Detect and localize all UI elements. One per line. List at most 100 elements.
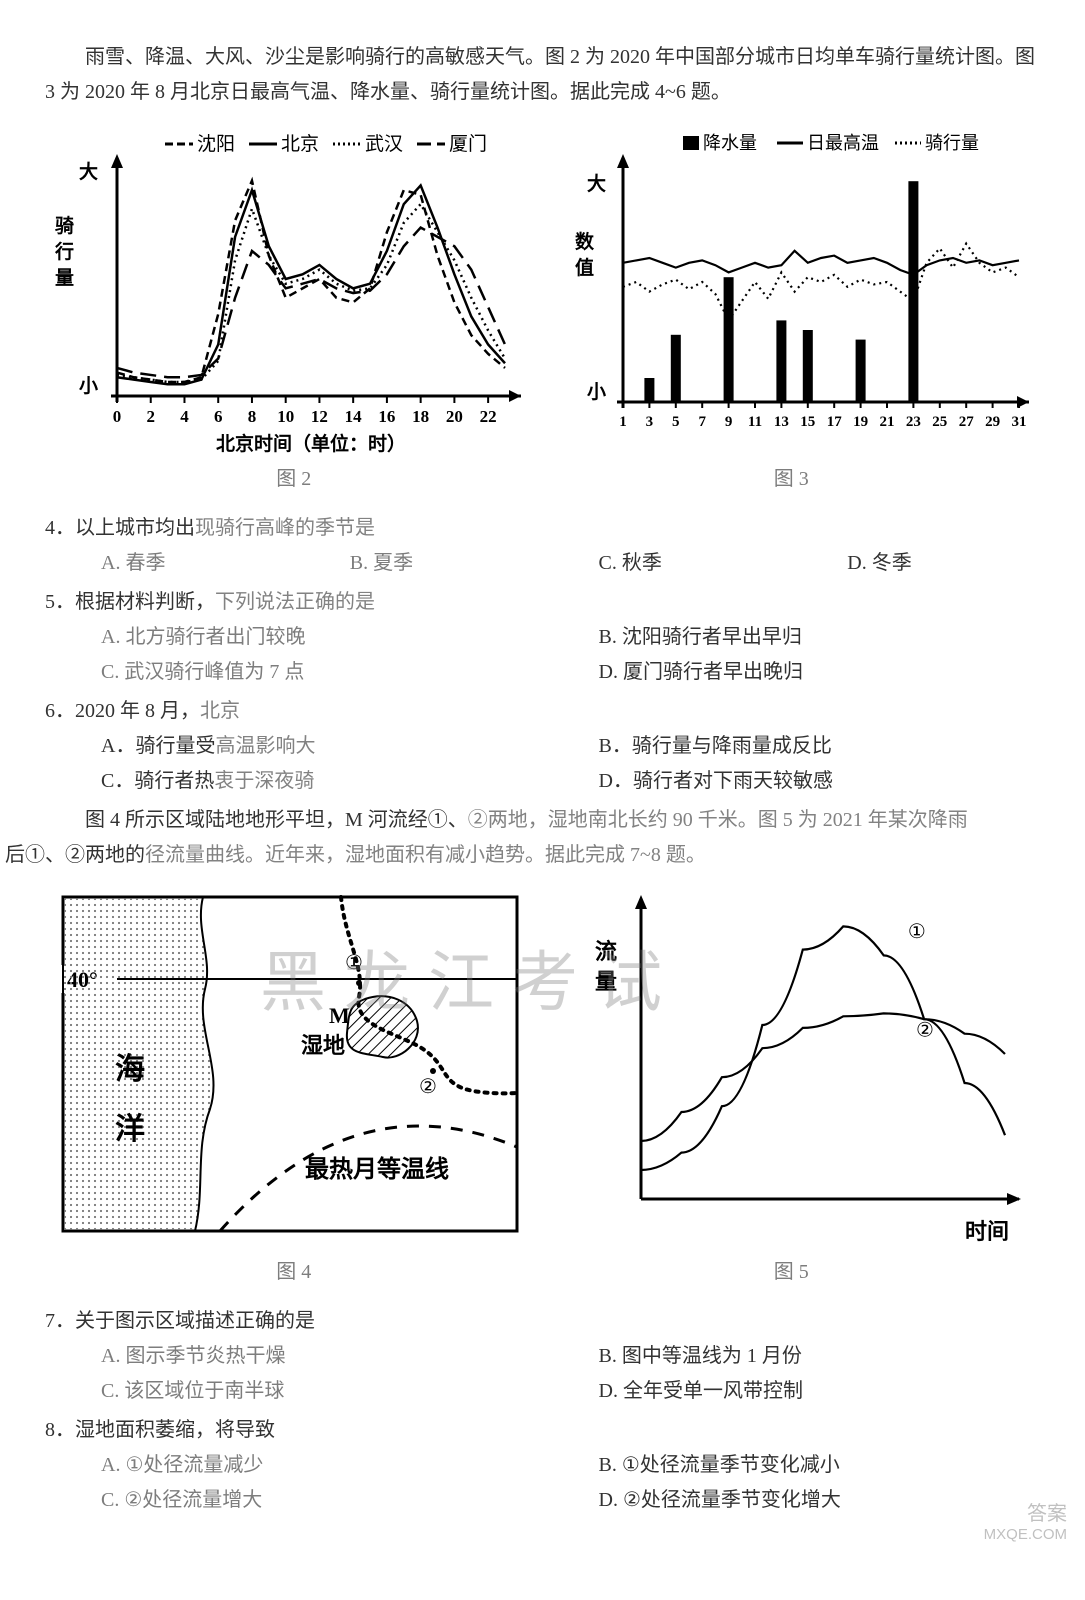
corner-mark: 答案 MXQE.COM [984,1502,1067,1544]
svg-text:27: 27 [958,414,974,430]
caption-4: 图 4 [45,1255,543,1290]
q4-opt-b: B. 夏季 [294,546,543,581]
question-8: 8．湿地面积萎缩，将导致 [45,1413,1040,1448]
chart-2: 沈阳北京武汉厦门大骑行量小0246810121416182022北京时间（单位：… [45,126,525,456]
svg-text:值: 值 [575,256,594,279]
svg-text:北京时间（单位：时）: 北京时间（单位：时） [216,432,406,455]
q6-opt-b: B．骑行量与降雨量成反比 [543,729,1041,764]
q5-opt-b: B. 沈阳骑行者早出早归 [543,620,1041,655]
svg-text:大: 大 [587,172,606,195]
svg-text:17: 17 [826,414,842,430]
svg-text:大: 大 [79,160,98,183]
svg-text:14: 14 [345,407,363,426]
q5-opt-a: A. 北方骑行者出门较晚 [45,620,543,655]
svg-text:22: 22 [480,407,497,426]
q7-options: A. 图示季节炎热干燥 B. 图中等温线为 1 月份 C. 该区域位于南半球 D… [45,1339,1040,1409]
charts-row-1: 沈阳北京武汉厦门大骑行量小0246810121416182022北京时间（单位：… [45,126,1040,456]
q8-opt-a: A. ①处径流量减少 [45,1448,543,1483]
svg-text:时间: 时间 [965,1219,1009,1244]
intro-paragraph-1: 雨雪、降温、大风、沙尘是影响骑行的高敏感天气。图 2 为 2020 年中国部分城… [45,40,1040,110]
svg-text:29: 29 [985,414,1000,430]
q7-opt-b: B. 图中等温线为 1 月份 [543,1339,1041,1374]
svg-text:12: 12 [311,407,328,426]
q7-opt-c: C. 该区域位于南半球 [45,1374,543,1409]
caption-row-2: 图 4 图 5 [45,1255,1040,1290]
svg-text:23: 23 [905,414,920,430]
chart-5: 流量时间 ① ② [555,879,1025,1249]
intro-paragraph-2: 图 4 所示区域陆地地形平坦，M 河流经①、②两地，湿地南北长约 90 千米。图… [45,803,1040,873]
q5-stem: 5．根据材料判断，下列说法正确的是 [45,591,375,613]
chart-3: 降水量日最高温骑行量大数值小13579111315171921232527293… [553,126,1033,456]
svg-text:4: 4 [180,407,189,426]
svg-text:海: 海 [115,1053,145,1086]
caption-row-1: 图 2 图 3 [45,462,1040,497]
chart-3-box: 降水量日最高温骑行量大数值小13579111315171921232527293… [553,126,1041,456]
svg-text:31: 31 [1011,414,1026,430]
q6-opt-a: A．骑行量受高温影响大 [45,729,543,764]
q5-opt-c: C. 武汉骑行峰值为 7 点 [45,655,543,690]
svg-text:②: ② [419,1076,437,1098]
q4-options: A. 春季 B. 夏季 C. 秋季 D. 冬季 [45,546,1040,581]
svg-text:降水量: 降水量 [703,133,757,153]
svg-text:2: 2 [146,407,155,426]
svg-text:厦门: 厦门 [449,133,487,155]
svg-text:21: 21 [879,414,894,430]
svg-text:16: 16 [378,407,395,426]
svg-text:1: 1 [619,414,627,430]
q7-opt-d: D. 全年受单一风带控制 [543,1374,1041,1409]
svg-text:5: 5 [672,414,680,430]
q8-opt-d: D. ②处径流量季节变化增大 [543,1483,1041,1518]
q6-stem: 6．2020 年 8 月，北京 [45,700,240,722]
corner-l1: 答案 [984,1502,1067,1526]
svg-text:9: 9 [724,414,732,430]
caption-3: 图 3 [543,462,1041,497]
svg-text:最热月等温线: 最热月等温线 [305,1155,449,1183]
svg-text:②: ② [916,1020,934,1042]
map-box: 40°海洋最热月等温线湿地M①② [45,879,535,1249]
svg-text:沈阳: 沈阳 [197,133,235,155]
svg-text:0: 0 [113,407,122,426]
svg-text:数: 数 [575,230,595,253]
svg-text:骑: 骑 [55,214,74,237]
svg-text:10: 10 [277,407,294,426]
q5-options: A. 北方骑行者出门较晚 B. 沈阳骑行者早出早归 C. 武汉骑行峰值为 7 点… [45,620,1040,690]
svg-text:18: 18 [412,407,429,426]
corner-l2: MXQE.COM [984,1526,1067,1544]
q6-opt-c: C．骑行者热衷于深夜骑 [45,764,543,799]
svg-text:武汉: 武汉 [365,133,403,155]
chart-5-box: 流量时间 ① ② [555,879,1040,1249]
question-4: 4．以上城市均出现骑行高峰的季节是 [45,511,1040,546]
caption-2: 图 2 [45,462,543,497]
q5-opt-d: D. 厦门骑行者早出晚归 [543,655,1041,690]
question-6: 6．2020 年 8 月，北京 [45,694,1040,729]
svg-text:量: 量 [595,969,617,994]
svg-text:①: ① [345,952,363,974]
svg-text:小: 小 [79,375,98,397]
svg-text:骑行量: 骑行量 [925,133,979,153]
q4-opt-c: C. 秋季 [543,546,792,581]
q8-opt-c: C. ②处径流量增大 [45,1483,543,1518]
svg-text:流: 流 [595,939,617,964]
q8-options: A. ①处径流量减少 B. ①处径流量季节变化减小 C. ②处径流量增大 D. … [45,1448,1040,1518]
svg-text:量: 量 [55,267,74,289]
svg-text:7: 7 [698,414,706,430]
svg-text:行: 行 [54,240,74,263]
svg-text:M: M [329,1003,350,1028]
svg-text:13: 13 [773,414,788,430]
svg-text:8: 8 [248,407,257,426]
question-7: 7．关于图示区域描述正确的是 [45,1304,1040,1339]
caption-5: 图 5 [543,1255,1041,1290]
svg-text:25: 25 [932,414,947,430]
charts-row-2: 40°海洋最热月等温线湿地M①② 流量时间①② [45,879,1040,1249]
svg-text:日最高温: 日最高温 [807,133,879,153]
svg-text:19: 19 [853,414,868,430]
svg-text:11: 11 [747,414,761,430]
q4-stem: 4．以上城市均出现骑行高峰的季节是 [45,517,375,539]
q8-opt-b: B. ①处径流量季节变化减小 [543,1448,1041,1483]
svg-text:北京: 北京 [281,133,319,155]
q4-opt-d: D. 冬季 [791,546,1040,581]
chart-2-box: 沈阳北京武汉厦门大骑行量小0246810121416182022北京时间（单位：… [45,126,533,456]
figure-4-map: 40°海洋最热月等温线湿地M①② [45,879,535,1249]
q6-opt-d: D．骑行者对下雨天较敏感 [543,764,1041,799]
svg-text:①: ① [908,921,926,943]
